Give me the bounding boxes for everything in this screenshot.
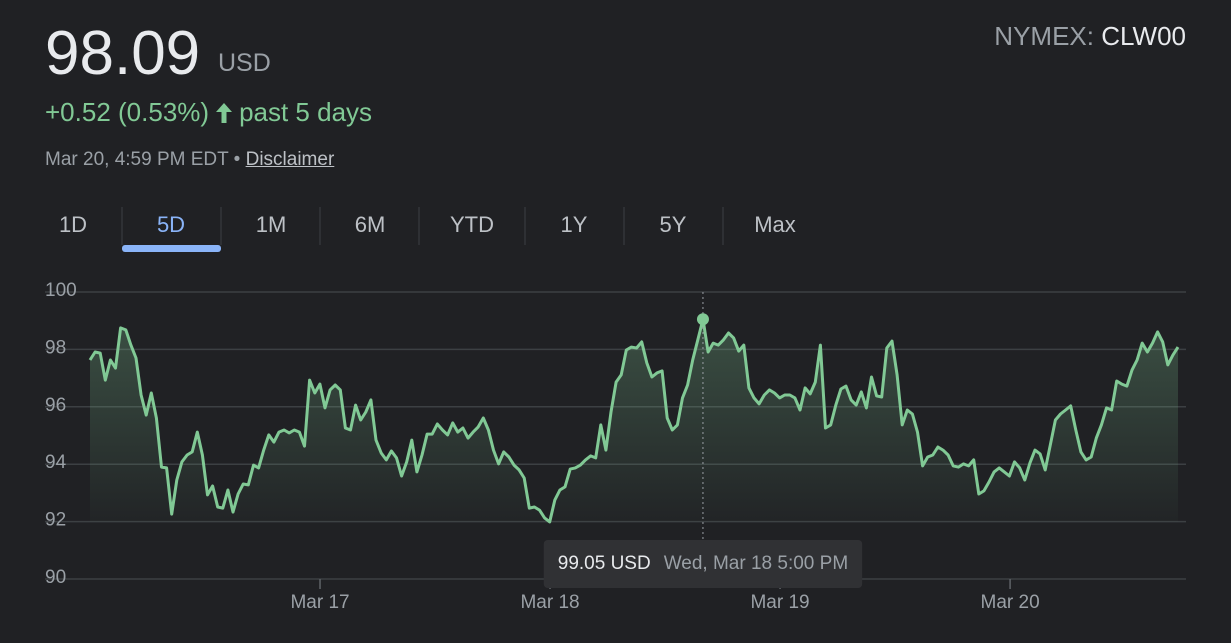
change-row: +0.52 (0.53%) past 5 days xyxy=(45,97,372,128)
y-tick-label: 90 xyxy=(45,567,66,588)
period: past 5 days xyxy=(239,97,373,127)
currency: USD xyxy=(218,49,271,77)
x-tick-label: Mar 19 xyxy=(750,592,809,613)
up-arrow xyxy=(216,102,233,123)
tooltip-value: 99.05 USD xyxy=(558,553,651,574)
y-tick-label: 96 xyxy=(45,395,66,416)
tab[interactable]: 1Y xyxy=(561,212,588,237)
price: 98.09 xyxy=(45,19,201,88)
tab[interactable]: YTD xyxy=(450,212,494,237)
x-tick-label: Mar 20 xyxy=(981,592,1040,613)
tab[interactable]: 1M xyxy=(256,212,287,237)
tooltip-box xyxy=(543,540,863,588)
tab[interactable]: 1D xyxy=(59,212,87,237)
timestamp-row: Mar 20, 4:59 PM EDT • Disclaimer xyxy=(45,149,335,170)
y-tick-label: 92 xyxy=(45,510,66,531)
symbol: NYMEX: CLW00 xyxy=(994,21,1186,52)
ticker: CLW00 xyxy=(1101,21,1186,51)
tab-underline xyxy=(122,245,221,252)
exchange: NYMEX: xyxy=(994,21,1094,51)
area xyxy=(90,319,1178,522)
tab[interactable]: 5Y xyxy=(660,212,687,237)
line xyxy=(88,317,1180,524)
change: +0.52 (0.53%) xyxy=(45,97,210,127)
x-tick-label: Mar 17 xyxy=(290,592,349,613)
tab[interactable]: Max xyxy=(754,212,796,237)
timestamp: Mar 20, 4:59 PM EDT xyxy=(45,149,229,170)
y-tick-label: 98 xyxy=(45,337,66,358)
tab[interactable]: 5D xyxy=(157,212,185,237)
disclaimer-link[interactable]: Disclaimer xyxy=(245,149,335,170)
tooltip: 99.05 USD Wed, Mar 18 5:00 PM xyxy=(543,540,863,588)
y-tick-label: 100 xyxy=(45,280,77,301)
tooltip-date: Wed, Mar 18 5:00 PM xyxy=(664,553,848,574)
x-tick-label: Mar 18 xyxy=(520,592,579,613)
hover-point xyxy=(696,313,709,326)
y-tick-label: 94 xyxy=(45,452,67,473)
tab[interactable]: 6M xyxy=(355,212,386,237)
